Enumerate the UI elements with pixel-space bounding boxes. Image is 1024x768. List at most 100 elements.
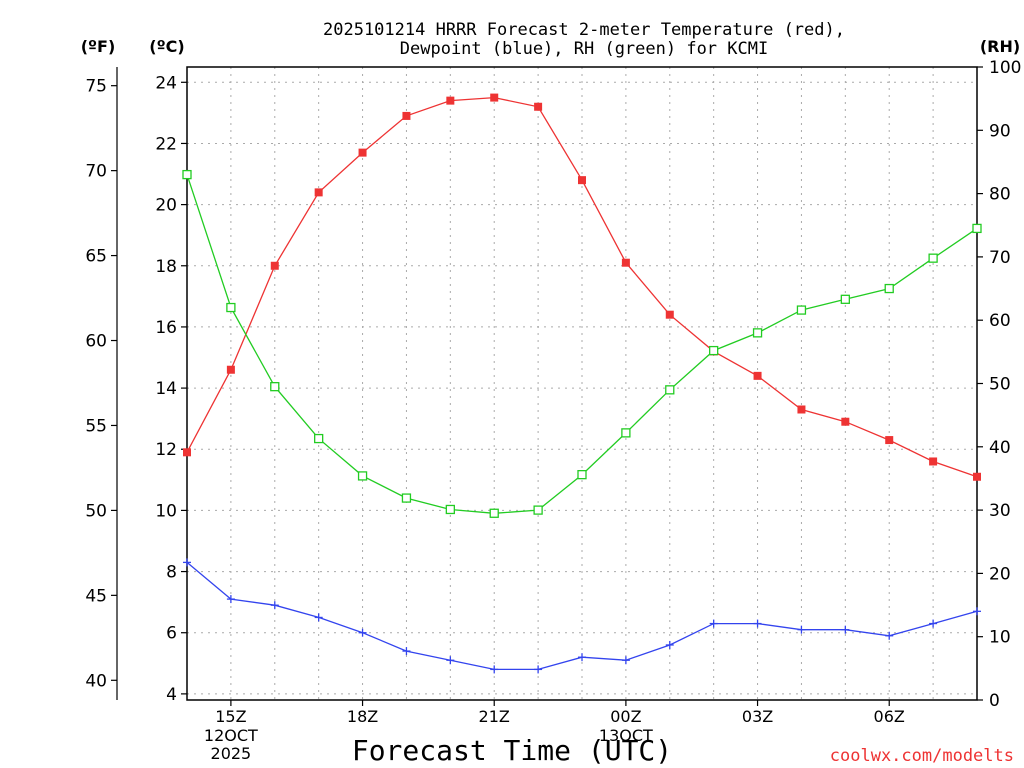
celsius-tick-label: 10 <box>155 501 177 521</box>
rh-tick-label: 10 <box>989 628 1011 648</box>
dewpoint-point <box>402 647 411 656</box>
2-meter-temperature-point <box>841 417 850 426</box>
rh-tick-label: 20 <box>989 564 1011 584</box>
fahrenheit-tick-label: 60 <box>85 332 107 352</box>
celsius-tick-label: 16 <box>155 318 177 338</box>
rh-point <box>752 328 763 338</box>
chart-title-line-1: 2025101214 HRRR Forecast 2-meter Tempera… <box>323 20 845 40</box>
rh-point <box>709 345 719 356</box>
2-meter-temperature-point <box>183 448 191 457</box>
rh-point <box>621 428 631 438</box>
chart-title-line-2: Dewpoint (blue), RH (green) for KCMI <box>400 39 768 59</box>
rh-tick-label: 80 <box>989 185 1011 205</box>
fahrenheit-tick-label: 45 <box>85 586 107 606</box>
2-meter-temperature-point <box>446 96 455 105</box>
rh-point <box>796 305 807 315</box>
x-tick-date-label: 2025 <box>211 744 252 763</box>
rh-point <box>314 433 324 444</box>
x-tick-label: 00Z <box>610 707 641 726</box>
fahrenheit-tick-label: 70 <box>85 162 107 182</box>
celsius-tick-label: 8 <box>166 563 177 583</box>
credit-text: coolwx.com/modelts <box>830 746 1014 766</box>
2-meter-temperature-point <box>665 310 674 319</box>
dewpoint-point <box>621 656 630 665</box>
celsius-tick-label: 20 <box>155 196 177 216</box>
2-meter-temperature-point <box>490 93 499 102</box>
dewpoint-point <box>709 619 718 628</box>
fahrenheit-unit-label: (ºF) <box>81 37 116 56</box>
2-meter-temperature-line <box>186 96 978 478</box>
2-meter-temperature-point <box>885 436 894 445</box>
x-tick-label: 06Z <box>874 707 905 726</box>
rh-tick-label: 30 <box>989 501 1011 521</box>
rh-point <box>533 505 543 515</box>
rh-tick-label: 90 <box>989 121 1011 141</box>
rh-tick-label: 0 <box>989 691 1000 711</box>
celsius-tick-label: 14 <box>155 379 177 399</box>
x-tick-label: 03Z <box>742 707 773 726</box>
celsius-tick-label: 4 <box>166 685 177 705</box>
rh-point <box>972 223 982 234</box>
dewpoint-point <box>841 625 850 634</box>
x-axis-label: Forecast Time (UTC) <box>352 734 672 767</box>
dewpoint-point <box>753 619 762 628</box>
rh-point <box>182 169 192 180</box>
rh-tick-label: 50 <box>989 375 1011 395</box>
2-meter-temperature-point <box>578 176 586 185</box>
dewpoint-point <box>885 631 894 640</box>
x-tick-label: 21Z <box>479 707 510 726</box>
x-tick-label: 18Z <box>347 707 378 726</box>
dewpoint-point <box>358 628 367 637</box>
dewpoint-point <box>314 613 323 622</box>
dewpoint-point <box>183 558 191 567</box>
rh-point <box>884 283 894 294</box>
celsius-tick-label: 6 <box>166 624 177 644</box>
celsius-tick-label: 18 <box>155 257 177 277</box>
dewpoint-point <box>578 653 586 662</box>
x-tick-label: 15Z <box>215 707 246 726</box>
rh-tick-label: 70 <box>989 248 1011 268</box>
dewpoint-point <box>665 640 674 649</box>
2-meter-temperature-point <box>270 261 279 270</box>
celsius-tick-label: 12 <box>155 440 177 460</box>
grid-layer <box>186 67 978 700</box>
dewpoint-point <box>973 607 981 616</box>
series-layer <box>182 93 982 674</box>
dewpoint-point <box>446 656 455 665</box>
rh-point <box>445 504 455 515</box>
dewpoint-point <box>226 595 235 604</box>
2-meter-temperature-point <box>534 102 543 111</box>
dewpoint-point <box>490 665 499 674</box>
x-tick-date-label: 12OCT <box>204 726 258 745</box>
rh-point <box>928 253 938 263</box>
2-meter-temperature-point <box>402 111 411 120</box>
rh-point <box>577 470 587 480</box>
rh-tick-label: 100 <box>989 58 1021 78</box>
dewpoint-point <box>797 625 806 634</box>
2-meter-temperature-point <box>973 472 981 481</box>
2-meter-temperature-point <box>753 371 762 380</box>
dewpoint-point <box>929 619 938 628</box>
rh-tick-label: 60 <box>989 311 1011 331</box>
2-meter-temperature-point <box>226 365 235 374</box>
fahrenheit-tick-label: 40 <box>85 671 107 691</box>
rh-point <box>357 471 368 481</box>
fahrenheit-tick-label: 75 <box>85 77 107 97</box>
dewpoint-point <box>270 601 279 610</box>
rh-tick-label: 40 <box>989 438 1011 458</box>
2-meter-temperature-point <box>621 258 630 267</box>
2-meter-temperature-point <box>358 148 367 157</box>
fahrenheit-tick-label: 65 <box>85 247 107 267</box>
rh-point <box>270 382 280 392</box>
celsius-tick-label: 22 <box>155 134 177 154</box>
celsius-unit-label: (ºC) <box>149 37 184 56</box>
2-meter-temperature-point <box>314 188 323 197</box>
celsius-tick-label: 24 <box>155 73 177 93</box>
axes-layer: 4 6 8 10 12 14 16 18 20 22 24 40 45 50 55 60 65 70 75 0 10 20… <box>85 58 1021 763</box>
x-tick-date-label: 13OCT <box>599 726 653 745</box>
2-meter-temperature-point <box>929 457 938 466</box>
rh-unit-label: (RH) <box>980 37 1020 56</box>
fahrenheit-tick-label: 55 <box>85 416 107 436</box>
dewpoint-point <box>534 665 543 674</box>
